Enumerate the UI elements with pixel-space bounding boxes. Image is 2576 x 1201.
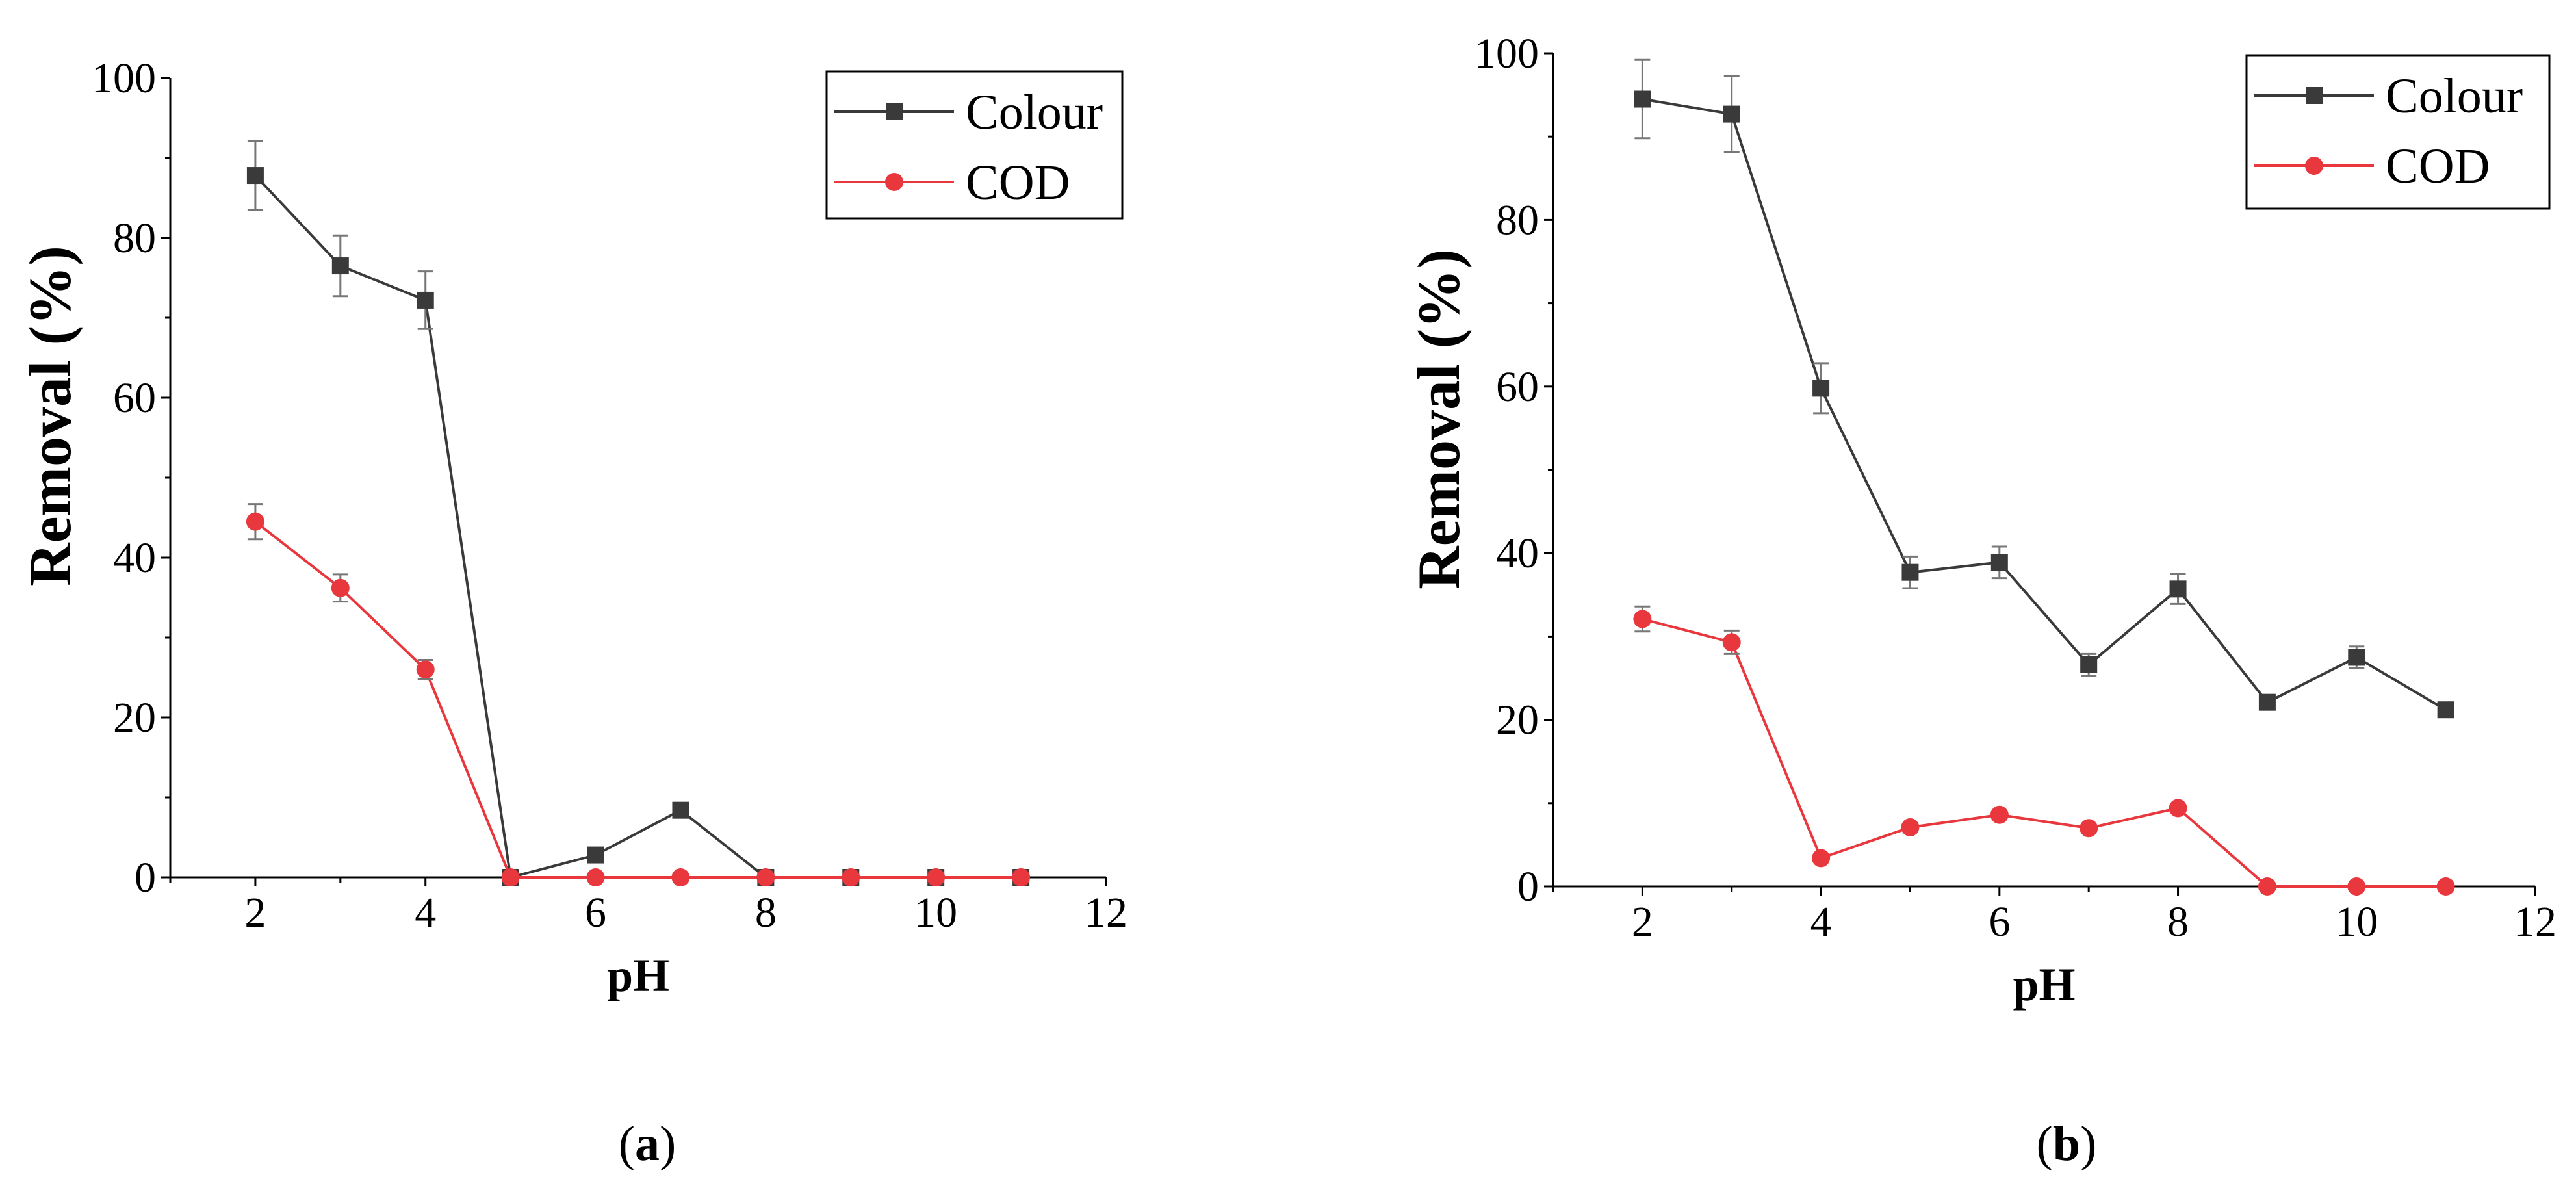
- legend-box: [2245, 54, 2551, 210]
- y-tick-label: 100: [1475, 30, 1539, 77]
- x-axis-label: pH: [607, 949, 669, 1001]
- x-tick-label: 4: [415, 889, 436, 936]
- legend-label-cod: COD: [966, 155, 1070, 210]
- x-tick-label: 8: [2167, 898, 2189, 946]
- y-tick-label: 40: [1496, 530, 1539, 577]
- legend-marker-colour: [886, 103, 903, 120]
- legend: Colour COD: [825, 70, 1124, 220]
- y-tick-label: 100: [92, 55, 156, 102]
- data-point-cod: [756, 868, 775, 886]
- data-point-colour: [1990, 554, 2008, 571]
- data-point-colour: [2258, 693, 2276, 711]
- data-point-colour: [1634, 90, 1651, 108]
- data-point-colour: [2437, 701, 2454, 719]
- data-point-cod: [1812, 849, 1831, 868]
- legend-box: [825, 70, 1124, 220]
- data-point-colour: [2169, 580, 2187, 598]
- data-point-cod: [416, 660, 435, 679]
- panel-label: (b): [2037, 1117, 2097, 1171]
- legend: Colour COD: [2245, 54, 2551, 210]
- y-tick-label: 80: [1496, 196, 1539, 244]
- y-tick-label: 60: [113, 374, 156, 422]
- data-point-colour: [417, 291, 434, 309]
- data-point-cod: [842, 868, 860, 886]
- series-line-cod: [254, 521, 1022, 879]
- series-line-cod: [1642, 617, 2446, 888]
- y-tick-label: 40: [113, 534, 156, 582]
- x-tick-label: 10: [2335, 898, 2378, 946]
- y-tick-label: 0: [135, 854, 156, 901]
- data-point-colour: [672, 801, 689, 819]
- legend-marker-cod: [2305, 157, 2323, 175]
- data-point-cod: [586, 868, 605, 886]
- data-point-cod: [1901, 818, 1920, 836]
- x-tick-label: 2: [1632, 898, 1653, 946]
- legend-label-colour: Colour: [966, 85, 1103, 140]
- y-tick-label: 0: [1517, 863, 1539, 910]
- data-point-colour: [587, 846, 604, 864]
- data-point-cod: [1012, 868, 1031, 886]
- x-tick-label: 2: [244, 889, 266, 936]
- data-point-cod: [1722, 633, 1741, 652]
- data-point-cod: [501, 868, 520, 886]
- x-tick-label: 12: [2514, 898, 2557, 946]
- data-point-cod: [2169, 799, 2187, 818]
- data-point-cod: [2436, 877, 2455, 896]
- x-tick-label: 8: [755, 889, 777, 936]
- y-axis-label: Removal (%): [17, 246, 83, 586]
- x-axis-label: pH: [2013, 959, 2075, 1011]
- y-tick-label: 20: [1496, 697, 1539, 744]
- data-point-colour: [1723, 105, 1740, 123]
- data-point-colour: [331, 257, 349, 275]
- data-point-cod: [671, 868, 690, 886]
- y-axis-label: Removal (%): [1406, 249, 1472, 589]
- x-tick-label: 10: [914, 889, 957, 936]
- x-tick-label: 4: [1810, 898, 1832, 946]
- data-point-cod: [1633, 610, 1652, 628]
- series-line-colour: [1642, 97, 2447, 711]
- y-tick-label: 20: [113, 694, 156, 742]
- x-tick-label: 6: [585, 889, 606, 936]
- data-point-colour: [1812, 380, 1830, 397]
- data-point-colour: [1901, 563, 1919, 581]
- data-point-cod: [927, 868, 946, 886]
- data-point-cod: [2258, 877, 2276, 896]
- data-point-colour: [246, 167, 264, 185]
- data-point-cod: [331, 578, 350, 597]
- y-tick-label: 60: [1496, 363, 1539, 411]
- legend-label-cod: COD: [2386, 139, 2490, 194]
- data-point-cod: [2347, 877, 2366, 896]
- series-line-colour: [254, 174, 1022, 879]
- x-tick-label: 12: [1085, 889, 1127, 936]
- y-tick-label: 80: [113, 214, 156, 262]
- data-point-colour: [2348, 649, 2365, 666]
- data-point-cod: [2080, 819, 2098, 838]
- data-point-cod: [1990, 805, 2009, 824]
- x-tick-label: 6: [1989, 898, 2010, 946]
- legend-marker-cod: [885, 173, 903, 191]
- legend-marker-colour: [2306, 87, 2323, 104]
- data-point-colour: [2080, 656, 2098, 673]
- data-point-cod: [246, 512, 264, 531]
- legend-label-colour: Colour: [2386, 69, 2523, 123]
- panel-label: (a): [619, 1117, 676, 1171]
